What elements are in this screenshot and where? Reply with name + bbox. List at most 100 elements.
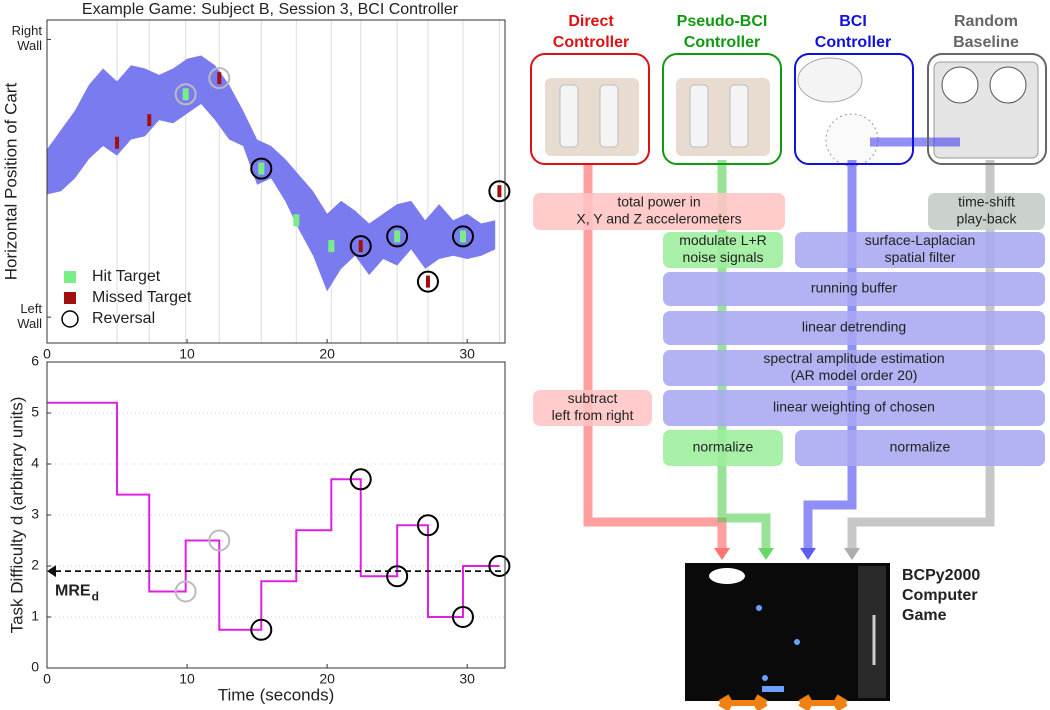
x-tick-label: 20 <box>319 671 335 687</box>
drop <box>762 675 768 681</box>
arrow-direct <box>583 165 727 548</box>
process-step-label: linear detrending <box>802 319 906 335</box>
difficulty-line <box>47 401 500 631</box>
y-axis-label: Task Difficulty d (arbitrary units) <box>7 397 26 634</box>
reversal-marker <box>250 157 273 180</box>
x-tick-label: 30 <box>459 346 475 362</box>
process-step-label: linear weighting of chosen <box>773 399 935 415</box>
y-tick-label: 3 <box>31 506 39 522</box>
target-marker <box>497 185 502 198</box>
y-tick-label: 5 <box>31 404 39 420</box>
reversal-marker <box>451 606 474 628</box>
target-marker <box>182 88 189 101</box>
legend-swatch <box>64 271 76 283</box>
arrowhead <box>714 548 730 560</box>
controller-box <box>927 53 1047 165</box>
reversal-marker <box>488 180 511 203</box>
remote <box>689 84 709 148</box>
x-tick-label: 10 <box>179 671 195 687</box>
arrowhead <box>844 548 860 560</box>
x-tick-label: 10 <box>179 346 195 362</box>
reversal-marker <box>349 468 372 491</box>
remote <box>729 84 749 148</box>
process-step-label: X, Y and Z accelerometers <box>576 211 741 227</box>
process-step <box>663 311 1045 345</box>
game-sidebar <box>858 566 886 698</box>
controller-title: BCI <box>839 13 867 30</box>
process-step <box>663 232 783 268</box>
reel <box>989 66 1027 104</box>
wii-image <box>545 78 639 156</box>
target-marker <box>358 240 363 253</box>
process-step-label: play-back <box>957 211 1018 227</box>
reversal-marker <box>416 514 439 537</box>
process-step <box>795 430 1045 466</box>
controller-title: Random <box>954 13 1018 30</box>
reversal-marker <box>208 529 231 552</box>
x-tick-label: 0 <box>43 671 51 687</box>
y-tick-label: 2 <box>31 557 39 573</box>
drop <box>794 639 800 645</box>
mre-subscript: d <box>92 589 99 603</box>
reversal-marker <box>174 83 197 106</box>
legend-label: Missed Target <box>92 289 192 306</box>
target-marker <box>258 162 265 175</box>
legend-swatch <box>61 310 79 328</box>
process-step-label: spectral amplitude estimation <box>763 350 944 366</box>
process-step-label: spatial filter <box>885 249 956 265</box>
y-tick-label: Right Wall <box>11 23 42 54</box>
controller-title: Controller <box>684 34 760 51</box>
controller-box <box>530 53 650 165</box>
game-screenshot <box>685 563 890 710</box>
target-marker <box>459 230 466 243</box>
reversal-marker <box>386 565 409 588</box>
y-tick-label: Left Wall <box>17 301 42 332</box>
process-step-label: (AR model order 20) <box>791 367 918 383</box>
y-tick-label: 6 <box>31 353 39 369</box>
pipeline-diagram: Direct Controller Pseudo-BCI Controller BCI C… <box>530 13 1047 624</box>
process-step <box>533 390 652 426</box>
cloud <box>709 568 745 584</box>
plot-frame <box>46 19 506 344</box>
game-label: Game <box>902 607 947 624</box>
arrowhead <box>800 548 816 560</box>
process-step-label: left from right <box>552 407 634 423</box>
reversal-marker <box>386 225 409 248</box>
process-step-label: subtract <box>568 390 618 406</box>
x-tick-label: 30 <box>459 671 475 687</box>
legend-swatch <box>64 292 76 304</box>
reversal-marker <box>416 270 439 293</box>
y-tick-label: 4 <box>31 455 39 471</box>
y-tick-label: Right Wall <box>11 23 42 54</box>
reversal-marker <box>250 618 273 641</box>
y-tick-label: Left Wall <box>17 301 42 332</box>
controller-title: Controller <box>815 34 891 51</box>
plot-frame <box>46 361 506 669</box>
target-marker <box>293 214 300 227</box>
chart-band: Left Wall Right Wall 0 10 20 30 Example Game: … <box>1 1 511 362</box>
process-step <box>663 350 1045 386</box>
reversal-marker <box>208 67 231 90</box>
target-marker <box>217 72 222 85</box>
process-step-label: normalize <box>890 439 951 455</box>
mre-label: MRE <box>55 582 91 599</box>
y-axis-label: Horizontal Position of Cart <box>1 82 20 280</box>
legend-label: Reversal <box>92 310 155 327</box>
target-marker <box>328 240 335 253</box>
drop <box>756 605 762 611</box>
process-step <box>533 193 785 230</box>
controller-title: Baseline <box>953 34 1019 51</box>
process-step <box>663 272 1045 306</box>
remote <box>599 84 619 148</box>
controller-box <box>662 53 782 165</box>
mre-arrowhead <box>47 565 56 578</box>
x-tick-label: 20 <box>319 346 335 362</box>
cart <box>762 686 784 692</box>
controller-images <box>545 57 1039 167</box>
legend-label: Hit Target <box>92 268 161 285</box>
reversal-marker <box>488 555 511 577</box>
controller-title: Direct <box>568 13 614 30</box>
target-marker <box>147 114 152 127</box>
reversal-marker <box>174 580 197 603</box>
arrowhead <box>758 548 774 560</box>
